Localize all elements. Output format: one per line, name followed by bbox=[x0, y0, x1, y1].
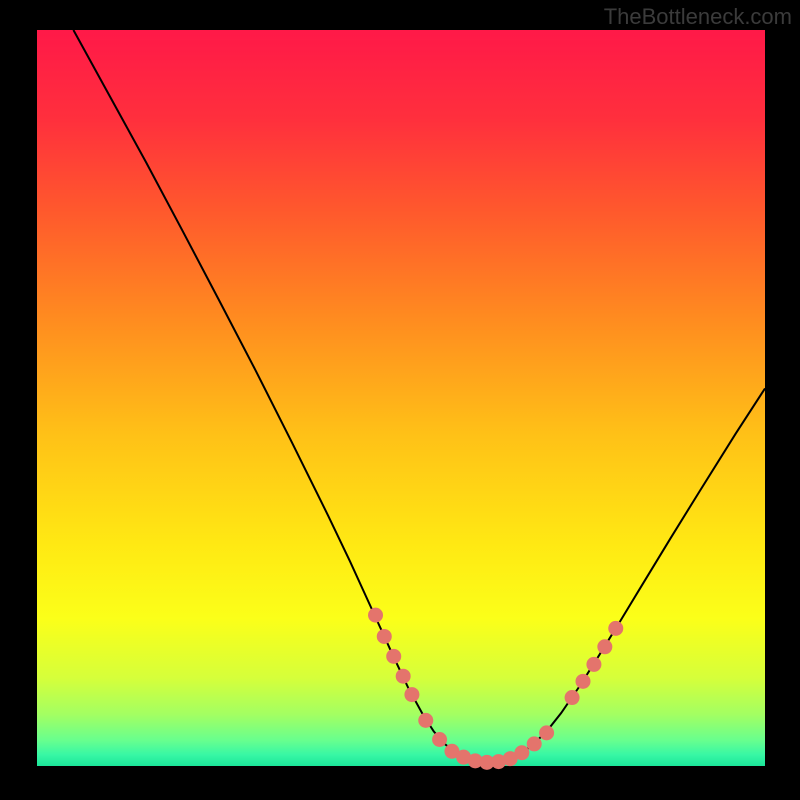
data-marker bbox=[368, 608, 383, 623]
data-marker bbox=[432, 732, 447, 747]
data-marker bbox=[377, 629, 392, 644]
marker-group bbox=[368, 608, 623, 770]
data-marker bbox=[404, 687, 419, 702]
data-marker bbox=[597, 639, 612, 654]
data-marker bbox=[396, 669, 411, 684]
data-marker bbox=[514, 745, 529, 760]
data-marker bbox=[386, 649, 401, 664]
chart-container: TheBottleneck.com bbox=[0, 0, 800, 800]
data-marker bbox=[418, 713, 433, 728]
data-marker bbox=[527, 736, 542, 751]
plot-area bbox=[37, 30, 765, 766]
curve-layer bbox=[37, 30, 765, 766]
data-marker bbox=[608, 621, 623, 636]
data-marker bbox=[539, 725, 554, 740]
bottleneck-curve bbox=[73, 30, 765, 762]
attribution-text: TheBottleneck.com bbox=[604, 4, 792, 30]
data-marker bbox=[586, 657, 601, 672]
data-marker bbox=[565, 690, 580, 705]
data-marker bbox=[576, 674, 591, 689]
